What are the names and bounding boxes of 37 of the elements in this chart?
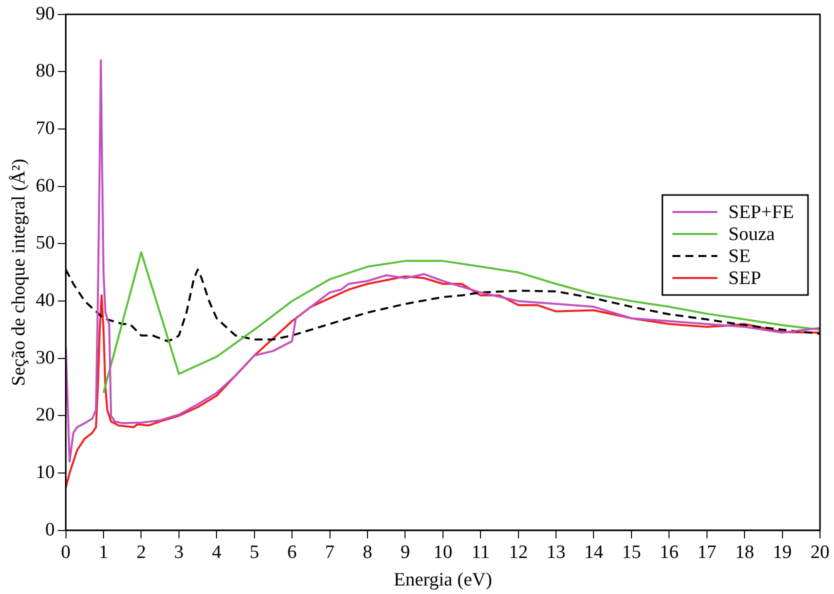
x-tick-label: 5 <box>250 542 260 563</box>
y-tick-label: 70 <box>36 118 55 140</box>
x-tick-label: 13 <box>546 542 566 563</box>
y-tick-label: 90 <box>36 3 55 24</box>
x-tick-label: 8 <box>362 542 372 563</box>
x-tick-label: 9 <box>400 542 410 563</box>
x-tick-label: 2 <box>136 542 146 563</box>
y-tick-label: 30 <box>36 347 55 368</box>
x-tick-label: 6 <box>287 542 297 563</box>
x-tick-label: 7 <box>325 542 335 563</box>
y-tick-label: 50 <box>36 232 55 254</box>
y-tick-label: 20 <box>36 404 55 426</box>
y-tick-label: 10 <box>36 462 55 484</box>
y-tick-label: 80 <box>36 60 55 82</box>
y-tick-label: 40 <box>36 290 55 312</box>
x-tick-label: 3 <box>174 542 184 563</box>
x-tick-label: 12 <box>508 542 528 563</box>
x-tick-label: 16 <box>660 542 679 563</box>
y-tick-label: 60 <box>36 175 55 196</box>
x-tick-label: 11 <box>471 542 490 563</box>
x-tick-label: 1 <box>98 542 108 563</box>
x-axis-title: Energia (eV) <box>394 570 492 591</box>
x-tick-label: 17 <box>697 542 716 563</box>
legend-label: SE <box>728 246 751 267</box>
x-tick-label: 20 <box>810 542 830 563</box>
legend-label: SEP+FE <box>728 202 794 223</box>
x-tick-label: 15 <box>622 542 641 563</box>
y-axis-title: Seção de choque integral (Å²) <box>8 158 30 386</box>
legend-label: SEP <box>728 268 762 289</box>
x-tick-label: 19 <box>772 542 792 563</box>
legend-label: Souza <box>728 224 776 245</box>
x-tick-label: 14 <box>584 542 604 563</box>
x-tick-label: 4 <box>212 542 222 563</box>
y-tick-label: 0 <box>45 519 55 540</box>
x-tick-label: 10 <box>433 542 452 563</box>
x-tick-label: 18 <box>735 542 754 563</box>
x-tick-label: 0 <box>61 542 71 563</box>
